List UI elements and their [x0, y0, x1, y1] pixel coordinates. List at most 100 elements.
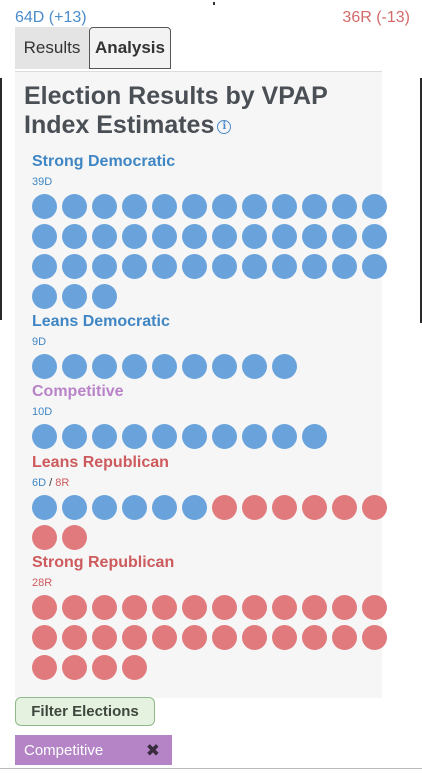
seat-dot-republican[interactable] — [332, 595, 357, 620]
seat-dot-republican[interactable] — [122, 595, 147, 620]
seat-dot-democratic[interactable] — [32, 284, 57, 309]
seat-dot-democratic[interactable] — [122, 224, 147, 249]
seat-dot-republican[interactable] — [242, 625, 267, 650]
seat-dot-democratic[interactable] — [362, 194, 387, 219]
seat-dot-democratic[interactable] — [272, 194, 297, 219]
seat-dot-republican[interactable] — [212, 495, 237, 520]
seat-dot-republican[interactable] — [362, 595, 387, 620]
seat-dot-republican[interactable] — [62, 625, 87, 650]
seat-dot-democratic[interactable] — [32, 424, 57, 449]
seat-dot-republican[interactable] — [122, 655, 147, 680]
seat-dot-democratic[interactable] — [122, 495, 147, 520]
seat-dot-republican[interactable] — [92, 625, 117, 650]
seat-dot-republican[interactable] — [32, 525, 57, 550]
seat-dot-republican[interactable] — [242, 495, 267, 520]
seat-dot-republican[interactable] — [62, 655, 87, 680]
seat-dot-democratic[interactable] — [302, 194, 327, 219]
seat-dot-democratic[interactable] — [242, 424, 267, 449]
seat-dot-democratic[interactable] — [302, 424, 327, 449]
seat-dot-democratic[interactable] — [182, 224, 207, 249]
seat-dot-democratic[interactable] — [152, 495, 177, 520]
seat-dot-democratic[interactable] — [332, 254, 357, 279]
seat-dot-democratic[interactable] — [272, 354, 297, 379]
seat-dot-republican[interactable] — [362, 625, 387, 650]
close-icon[interactable]: ✖ — [145, 741, 160, 760]
seat-dot-democratic[interactable] — [62, 224, 87, 249]
seat-dot-republican[interactable] — [182, 595, 207, 620]
seat-dot-republican[interactable] — [302, 595, 327, 620]
seat-dot-democratic[interactable] — [152, 194, 177, 219]
tab-analysis[interactable]: Analysis — [89, 27, 171, 69]
active-filter-chip[interactable]: Competitive ✖ — [15, 735, 172, 765]
seat-dot-democratic[interactable] — [332, 194, 357, 219]
seat-dot-democratic[interactable] — [152, 424, 177, 449]
seat-dot-republican[interactable] — [62, 525, 87, 550]
seat-dot-democratic[interactable] — [92, 224, 117, 249]
seat-dot-republican[interactable] — [32, 595, 57, 620]
tab-results[interactable]: Results — [15, 27, 89, 69]
seat-dot-democratic[interactable] — [92, 424, 117, 449]
seat-dot-republican[interactable] — [182, 625, 207, 650]
seat-dot-democratic[interactable] — [362, 254, 387, 279]
seat-dot-democratic[interactable] — [32, 495, 57, 520]
seat-dot-republican[interactable] — [212, 595, 237, 620]
seat-dot-democratic[interactable] — [242, 254, 267, 279]
seat-dot-democratic[interactable] — [32, 194, 57, 219]
seat-dot-democratic[interactable] — [122, 194, 147, 219]
seat-dot-democratic[interactable] — [92, 194, 117, 219]
seat-dot-republican[interactable] — [272, 625, 297, 650]
seat-dot-republican[interactable] — [32, 655, 57, 680]
seat-dot-republican[interactable] — [32, 625, 57, 650]
seat-dot-democratic[interactable] — [62, 495, 87, 520]
seat-dot-republican[interactable] — [362, 495, 387, 520]
seat-dot-democratic[interactable] — [182, 194, 207, 219]
seat-dot-democratic[interactable] — [152, 254, 177, 279]
seat-dot-democratic[interactable] — [62, 354, 87, 379]
seat-dot-democratic[interactable] — [92, 284, 117, 309]
seat-dot-democratic[interactable] — [242, 194, 267, 219]
seat-dot-democratic[interactable] — [152, 354, 177, 379]
seat-dot-republican[interactable] — [152, 595, 177, 620]
seat-dot-democratic[interactable] — [302, 224, 327, 249]
filter-elections-button[interactable]: Filter Elections — [15, 697, 155, 726]
seat-dot-democratic[interactable] — [362, 224, 387, 249]
seat-dot-democratic[interactable] — [62, 254, 87, 279]
seat-dot-republican[interactable] — [92, 595, 117, 620]
seat-dot-democratic[interactable] — [212, 224, 237, 249]
seat-dot-democratic[interactable] — [92, 254, 117, 279]
seat-dot-republican[interactable] — [332, 495, 357, 520]
seat-dot-democratic[interactable] — [302, 254, 327, 279]
seat-dot-republican[interactable] — [242, 595, 267, 620]
seat-dot-republican[interactable] — [332, 625, 357, 650]
seat-dot-democratic[interactable] — [32, 254, 57, 279]
seat-dot-democratic[interactable] — [182, 354, 207, 379]
seat-dot-democratic[interactable] — [32, 354, 57, 379]
seat-dot-democratic[interactable] — [272, 254, 297, 279]
seat-dot-republican[interactable] — [302, 625, 327, 650]
seat-dot-republican[interactable] — [302, 495, 327, 520]
seat-dot-democratic[interactable] — [122, 354, 147, 379]
seat-dot-democratic[interactable] — [182, 495, 207, 520]
seat-dot-democratic[interactable] — [242, 224, 267, 249]
seat-dot-republican[interactable] — [272, 495, 297, 520]
seat-dot-democratic[interactable] — [152, 224, 177, 249]
seat-dot-democratic[interactable] — [182, 424, 207, 449]
seat-dot-democratic[interactable] — [182, 254, 207, 279]
seat-dot-democratic[interactable] — [122, 254, 147, 279]
seat-dot-republican[interactable] — [122, 625, 147, 650]
seat-dot-democratic[interactable] — [62, 424, 87, 449]
seat-dot-republican[interactable] — [92, 655, 117, 680]
seat-dot-republican[interactable] — [62, 595, 87, 620]
seat-dot-democratic[interactable] — [272, 424, 297, 449]
seat-dot-democratic[interactable] — [32, 224, 57, 249]
seat-dot-democratic[interactable] — [92, 354, 117, 379]
seat-dot-republican[interactable] — [272, 595, 297, 620]
seat-dot-democratic[interactable] — [212, 354, 237, 379]
seat-dot-democratic[interactable] — [242, 354, 267, 379]
seat-dot-democratic[interactable] — [62, 284, 87, 309]
seat-dot-democratic[interactable] — [92, 495, 117, 520]
seat-dot-democratic[interactable] — [62, 194, 87, 219]
seat-dot-democratic[interactable] — [332, 224, 357, 249]
seat-dot-democratic[interactable] — [122, 424, 147, 449]
seat-dot-democratic[interactable] — [212, 424, 237, 449]
